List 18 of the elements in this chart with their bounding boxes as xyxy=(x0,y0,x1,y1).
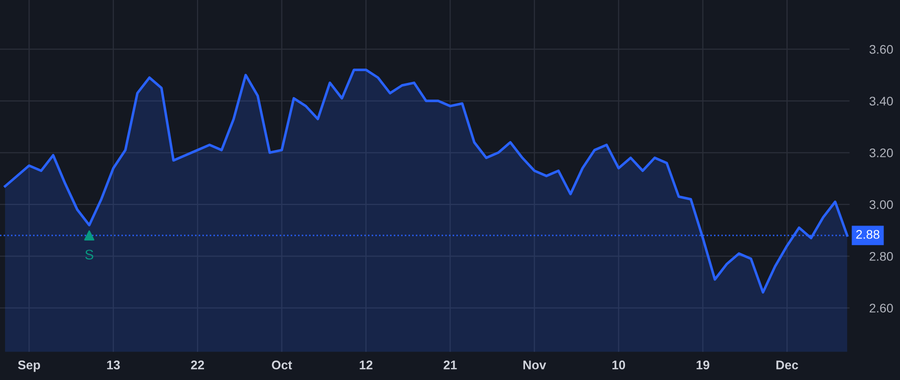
y-tick-label: 3.60 xyxy=(870,44,893,54)
y-tick-label: 3.20 xyxy=(870,148,893,158)
x-tick-label: 21 xyxy=(444,360,457,370)
y-tick-label: 2.80 xyxy=(870,252,893,261)
y-tick-label: 3.40 xyxy=(870,96,893,106)
y-tick-label: 2.60 xyxy=(870,304,893,313)
x-tick-label: 22 xyxy=(191,360,204,370)
y-tick-label: 3.00 xyxy=(870,200,893,210)
x-tick-label: 10 xyxy=(612,360,626,370)
x-tick-label: 13 xyxy=(107,360,120,370)
x-tick-label: Sep xyxy=(18,360,40,372)
x-tick-label: Oct xyxy=(272,360,292,370)
annotation: S xyxy=(85,250,94,260)
x-tick-label: 12 xyxy=(360,360,372,370)
x-tick-label: Nov xyxy=(523,360,546,370)
x-tick-label: Dec xyxy=(776,360,798,370)
ref-line-label: 2.88 xyxy=(856,230,880,239)
x-tick-label: 19 xyxy=(696,360,710,370)
